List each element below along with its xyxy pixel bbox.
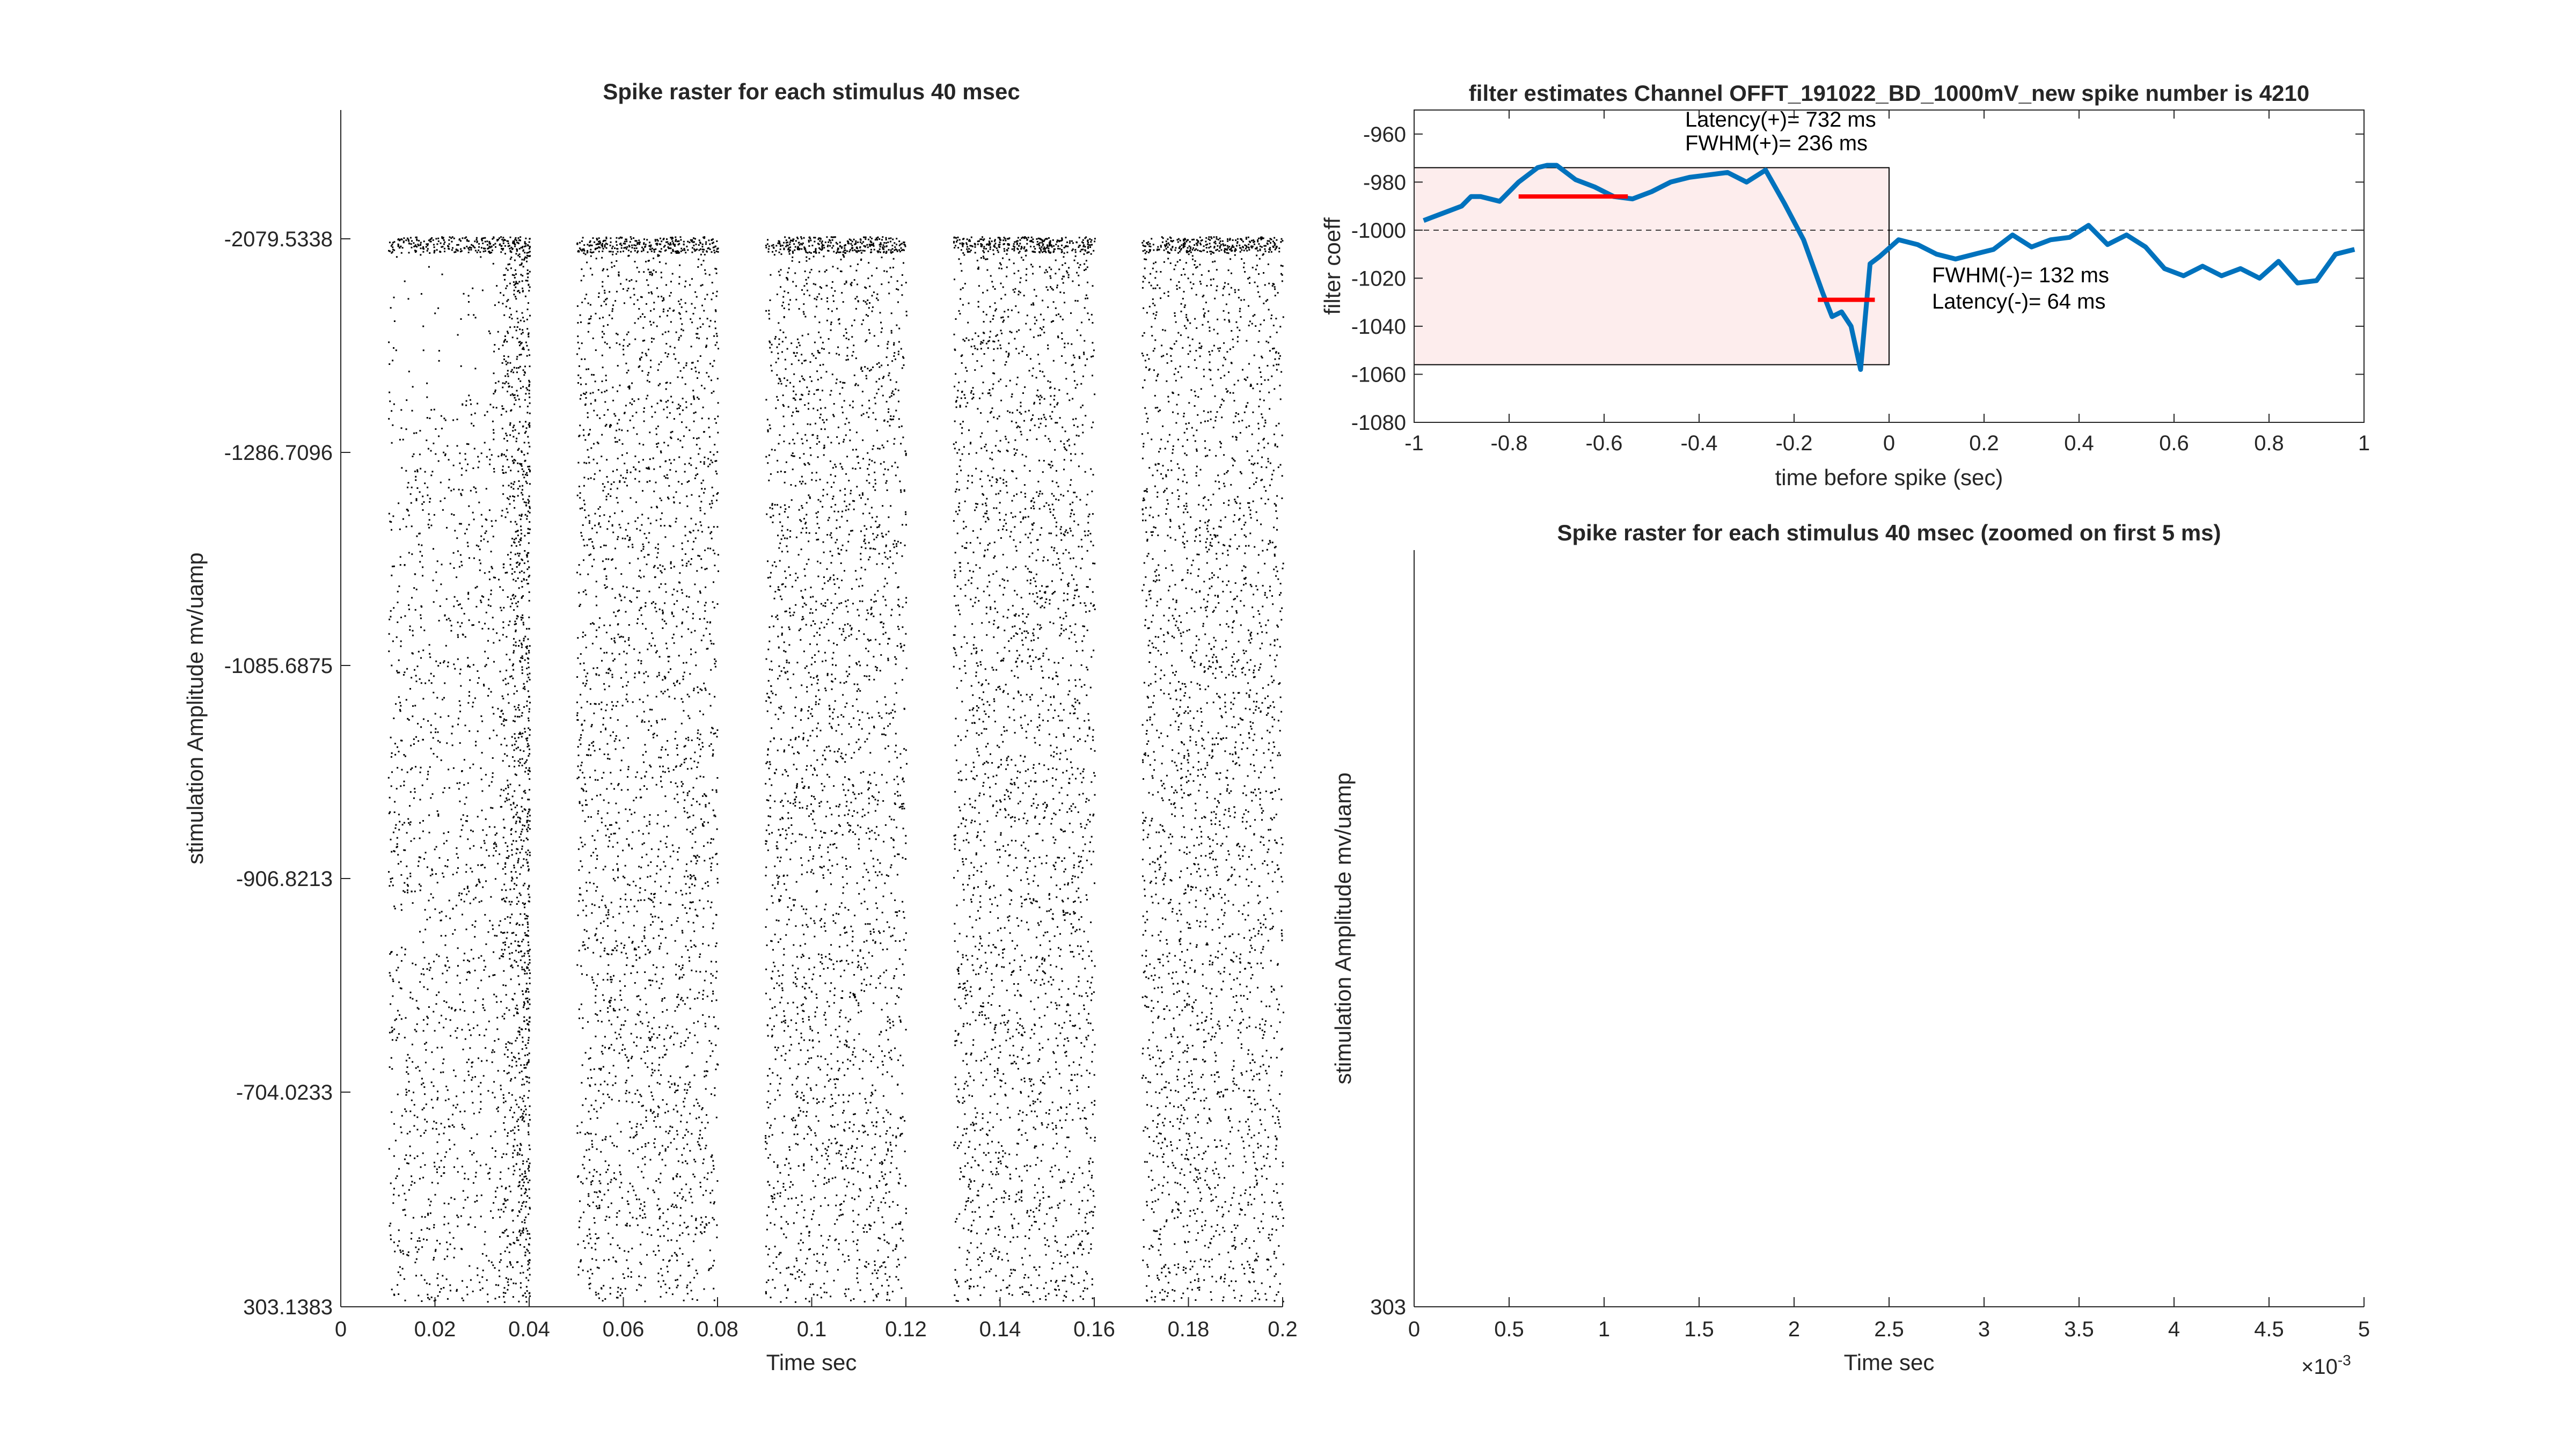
raster-full-y-tick-label: -1286.7096 bbox=[224, 441, 333, 465]
raster-zoomed-x-tick-label: 2.5 bbox=[1874, 1318, 1904, 1341]
raster-full-y-tick-label: 303.1383 bbox=[243, 1296, 333, 1319]
raster-full-y-tick-label: -704.0233 bbox=[236, 1081, 333, 1104]
filter-x-tick-label: -0.4 bbox=[1681, 431, 1718, 455]
fwhm-plus-annotation: FWHM(+)= 236 ms bbox=[1685, 131, 1868, 155]
filter-x-tick-label: -0.6 bbox=[1586, 431, 1623, 455]
raster-full-x-tick-label: 0.18 bbox=[1168, 1318, 1210, 1341]
raster-full-spike-dots bbox=[387, 236, 1284, 1303]
raster-full-y-label: stimulation Amplitude mv/uamp bbox=[182, 552, 208, 864]
raster-zoomed-x-tick-label: 4 bbox=[2168, 1318, 2180, 1341]
filter-x-tick-label: 0.8 bbox=[2254, 431, 2284, 455]
raster-zoomed-x-tick-label: 1.5 bbox=[1684, 1318, 1714, 1341]
raster-full-x-tick-label: 0.04 bbox=[508, 1318, 550, 1341]
fwhm-segments bbox=[1518, 194, 1875, 302]
filter-x-tick-label: 1 bbox=[2358, 431, 2370, 455]
filter-x-tick-label: 0.6 bbox=[2159, 431, 2189, 455]
spike-dots-window-5 bbox=[1141, 236, 1284, 1302]
raster-zoomed-x-tick-label: 2 bbox=[1788, 1318, 1800, 1341]
raster-full-x-tick-label: 0.06 bbox=[603, 1318, 645, 1341]
raster-full-x-label: Time sec bbox=[766, 1350, 857, 1375]
raster-zoomed-panel: Spike raster for each stimulus 40 msec (… bbox=[1330, 520, 2370, 1379]
raster-full-x-tick-label: 0.08 bbox=[697, 1318, 738, 1341]
filter-estimates-title: filter estimates Channel OFFT_191022_BD_… bbox=[1469, 80, 2309, 106]
filter-coeff-line bbox=[1423, 163, 2355, 372]
raster-zoomed-title: Spike raster for each stimulus 40 msec (… bbox=[1557, 520, 2221, 545]
raster-full-x-tick-label: 0.14 bbox=[979, 1318, 1021, 1341]
raster-zoomed-x-label: Time sec bbox=[1844, 1350, 1935, 1375]
raster-full-x-tick-label: 0.12 bbox=[885, 1318, 927, 1341]
raster-full-title: Spike raster for each stimulus 40 msec bbox=[603, 79, 1020, 104]
latency-shaded-region bbox=[1414, 167, 1890, 365]
raster-full-x-tick-label: 0 bbox=[335, 1318, 347, 1341]
spike-dots-window-3 bbox=[765, 236, 908, 1303]
filter-y-tick-label: -1040 bbox=[1351, 315, 1406, 339]
filter-y-tick-label: -1020 bbox=[1351, 267, 1406, 290]
raster-full-y-tick-label: -1085.6875 bbox=[224, 654, 333, 678]
raster-full-y-ticks: -2079.5338 -1286.7096 -1085.6875 -906.8213 -… bbox=[224, 228, 350, 1319]
filter-y-tick-label: -1080 bbox=[1351, 411, 1406, 435]
filter-y-tick-label: -960 bbox=[1363, 123, 1406, 147]
raster-zoomed-x-ticks: 0 0.5 1 1.5 2 2.5 3 3.5 4 4.5 5 bbox=[1408, 1297, 2370, 1341]
filter-y-tick-label: -1060 bbox=[1351, 363, 1406, 386]
filter-y-tick-label: -1000 bbox=[1351, 219, 1406, 243]
raster-full-x-tick-label: 0.02 bbox=[414, 1318, 456, 1341]
raster-zoomed-x-tick-label: 0.5 bbox=[1494, 1318, 1524, 1341]
raster-zoomed-x-tick-label: 5 bbox=[2358, 1318, 2370, 1341]
filter-x-tick-label: -1 bbox=[1404, 431, 1424, 455]
raster-full-x-tick-label: 0.16 bbox=[1073, 1318, 1115, 1341]
raster-zoomed-x-tick-label: 4.5 bbox=[2254, 1318, 2284, 1341]
filter-x-ticks: -1 -0.8 -0.6 -0.4 -0.2 0 0.2 0.4 0.6 0.8 1 bbox=[1404, 110, 2370, 455]
latency-minus-annotation: Latency(-)= 64 ms bbox=[1932, 290, 2105, 313]
latency-plus-annotation: Latency(+)= 732 ms bbox=[1685, 108, 1876, 131]
raster-zoomed-y-tick-label: 303 bbox=[1370, 1296, 1406, 1319]
filter-x-tick-label: 0.4 bbox=[2064, 431, 2094, 455]
filter-x-tick-label: -0.8 bbox=[1491, 431, 1528, 455]
raster-full-y-tick-label: -2079.5338 bbox=[224, 228, 333, 251]
raster-zoomed-x-tick-label: 3 bbox=[1978, 1318, 1990, 1341]
raster-full-panel: Spike raster for each stimulus 40 msec 0… bbox=[182, 79, 1298, 1375]
filter-x-tick-label: 0.2 bbox=[1969, 431, 1999, 455]
raster-zoomed-x-tick-label: 0 bbox=[1408, 1318, 1420, 1341]
raster-zoomed-x-tick-label: 1 bbox=[1598, 1318, 1610, 1341]
raster-zoomed-x-tick-label: 3.5 bbox=[2064, 1318, 2094, 1341]
filter-y-label: filter coeff bbox=[1320, 217, 1345, 315]
spike-dots-window-4 bbox=[953, 236, 1096, 1302]
fwhm-minus-annotation: FWHM(-)= 132 ms bbox=[1932, 264, 2109, 287]
filter-estimates-panel: -1 -0.8 -0.6 -0.4 -0.2 0 0.2 0.4 0.6 0.8 1 -960 -98… bbox=[1320, 80, 2370, 490]
filter-x-label: time before spike (sec) bbox=[1775, 465, 2003, 490]
spike-dots-window-1 bbox=[387, 236, 531, 1303]
filter-x-tick-label: -0.2 bbox=[1776, 431, 1813, 455]
filter-y-tick-label: -980 bbox=[1363, 171, 1406, 194]
filter-x-tick-label: 0 bbox=[1883, 431, 1895, 455]
raster-full-x-tick-label: 0.2 bbox=[1268, 1318, 1298, 1341]
filter-y-ticks: -960 -980 -1000 -1020 -1040 -1060 -1080 bbox=[1351, 123, 2364, 435]
raster-full-x-ticks: 0 0.02 0.04 0.06 0.08 0.1 0.12 0.14 0.16 0.18 0.2 bbox=[335, 1297, 1298, 1341]
raster-full-x-tick-label: 0.1 bbox=[797, 1318, 827, 1341]
raster-zoomed-y-label: stimulation Amplitude mv/uamp bbox=[1330, 772, 1356, 1084]
x-exponent-label: ×10-3 bbox=[2301, 1352, 2351, 1379]
raster-full-y-tick-label: -906.8213 bbox=[236, 867, 333, 891]
spike-dots-window-2 bbox=[576, 236, 719, 1302]
